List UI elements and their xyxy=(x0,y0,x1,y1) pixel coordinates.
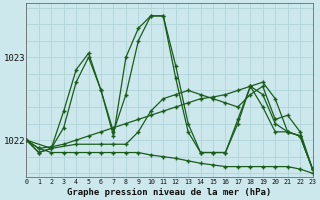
X-axis label: Graphe pression niveau de la mer (hPa): Graphe pression niveau de la mer (hPa) xyxy=(67,188,272,197)
